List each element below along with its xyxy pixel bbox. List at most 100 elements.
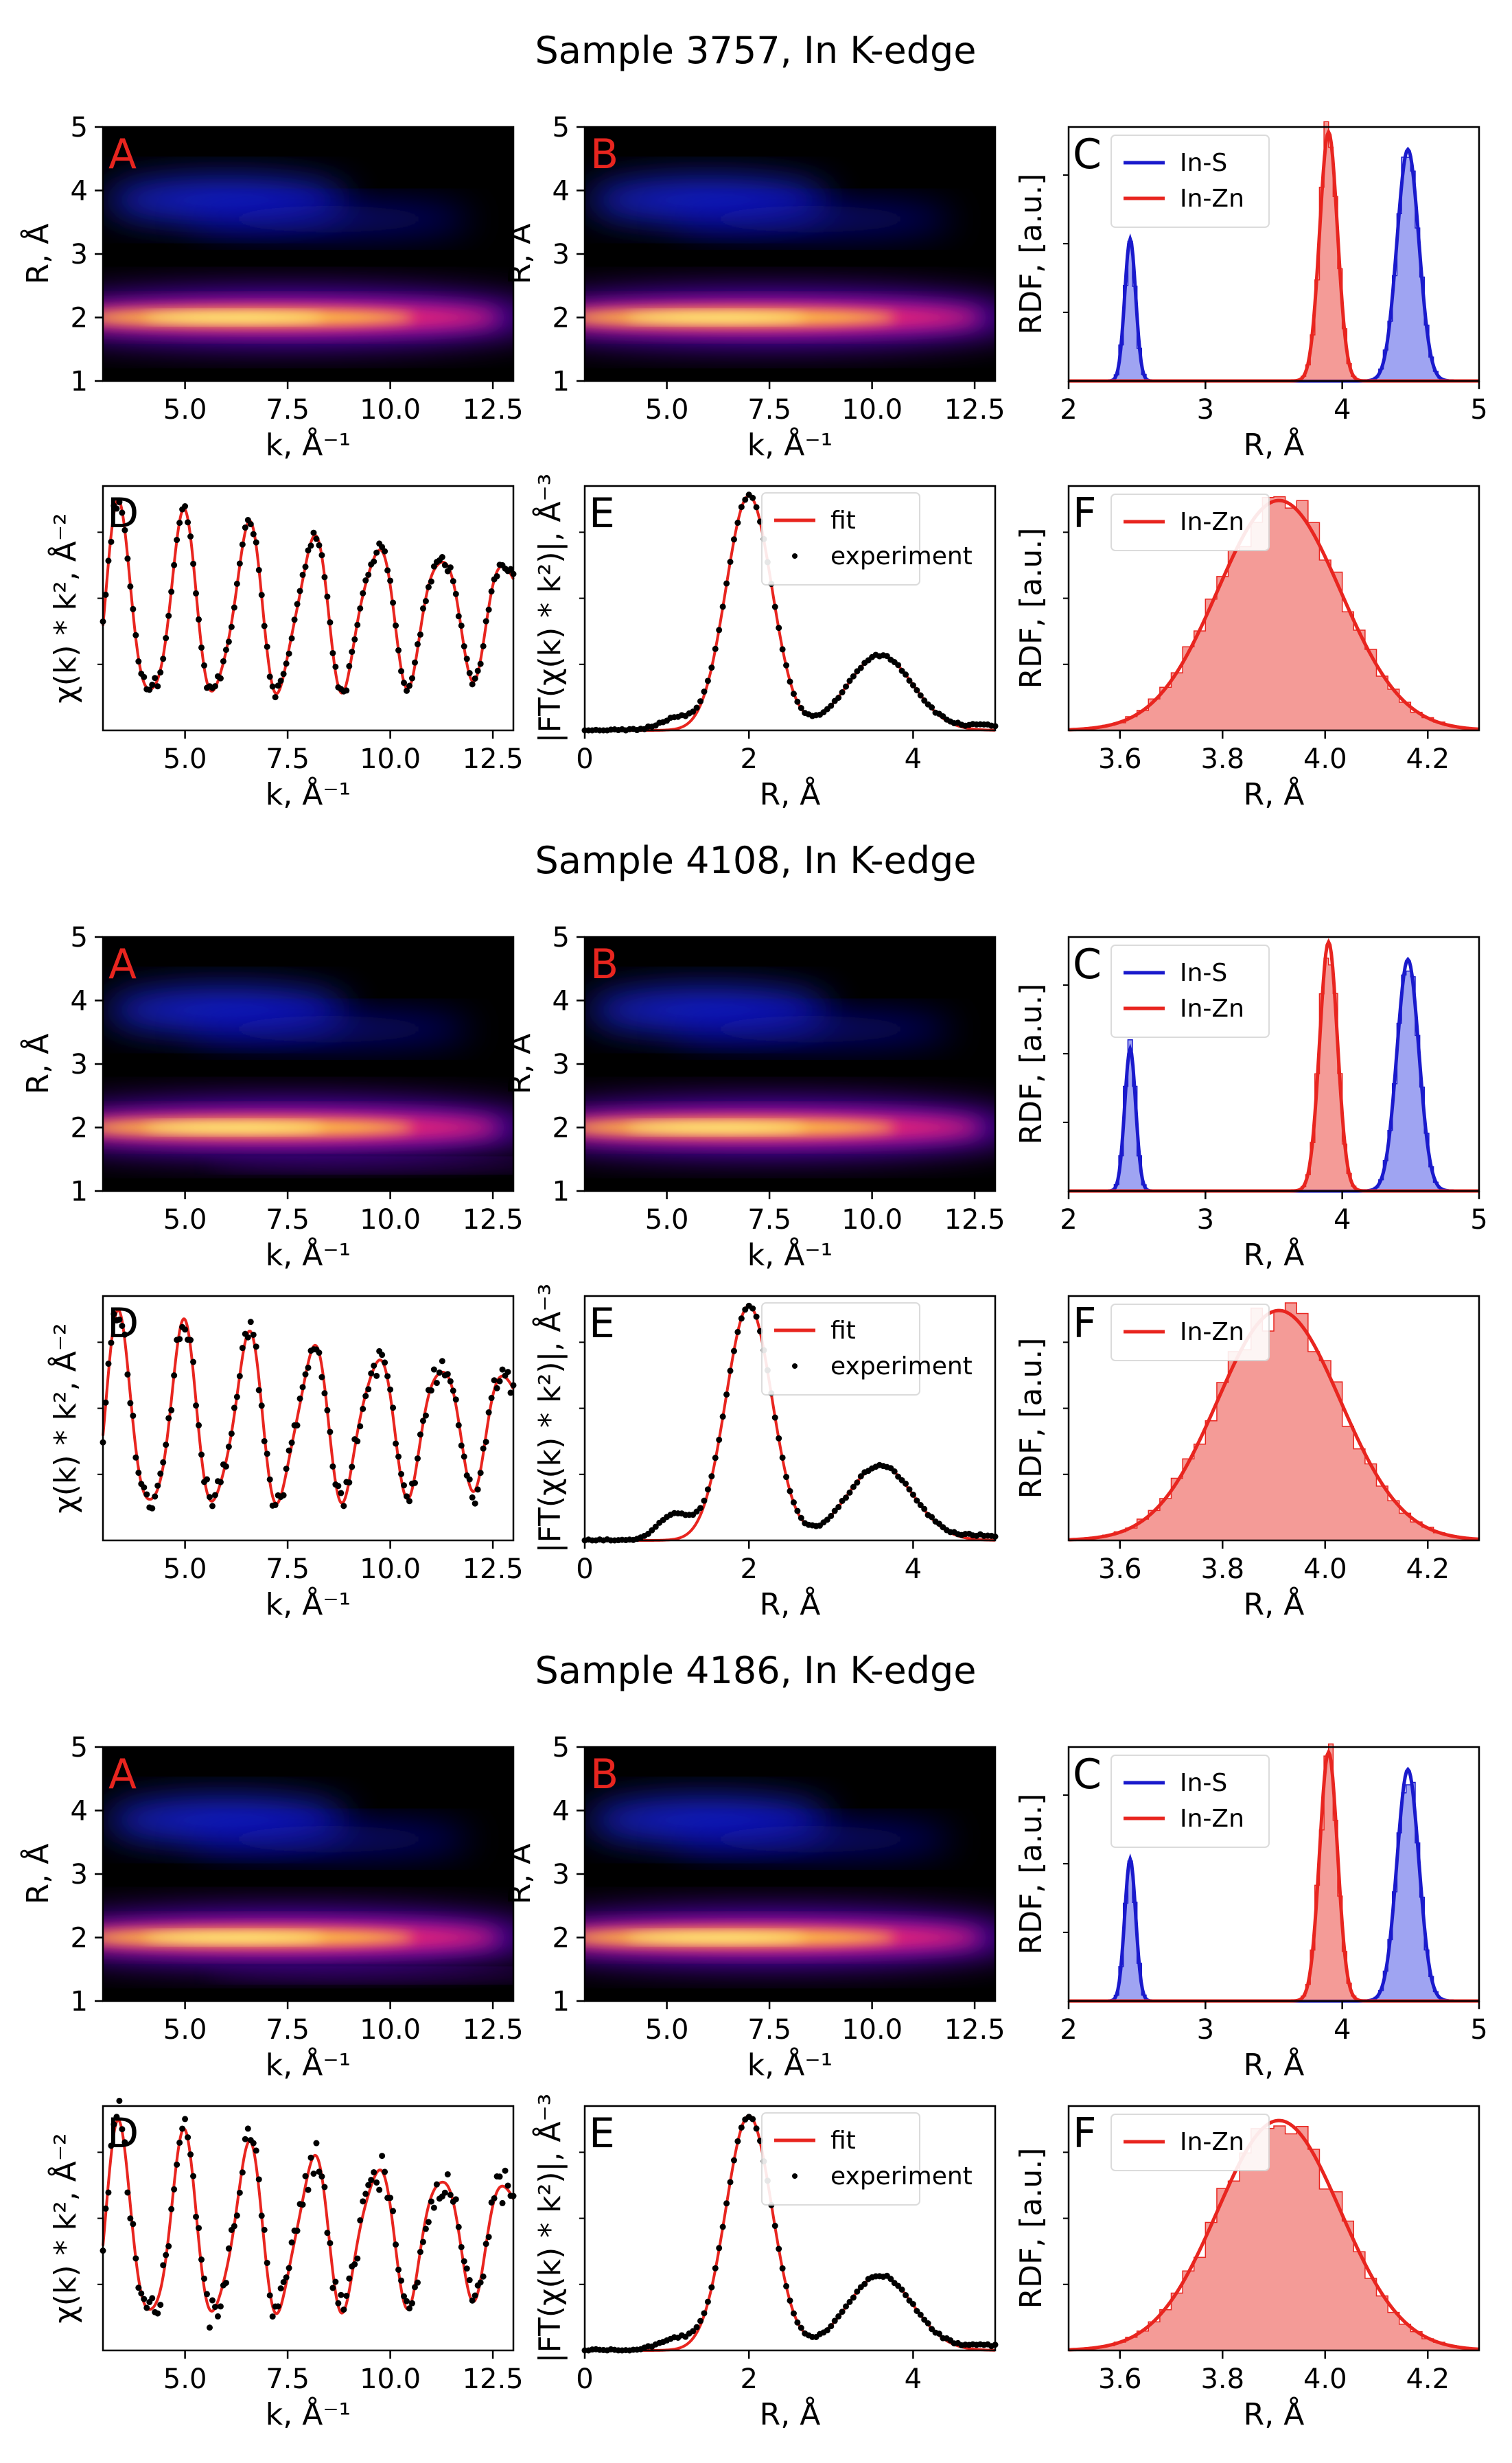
chi-experiment-point bbox=[338, 1490, 345, 1496]
heatmap-shell-1-peak bbox=[143, 1934, 325, 1941]
chi-experiment-point bbox=[310, 2171, 317, 2177]
ft-experiment-point bbox=[914, 1497, 920, 1504]
sample-row-4186: Sample 4186, In K-edge 5.0 7.5 10.0 12.5 1 2 3 4… bbox=[19, 1649, 1488, 2432]
y-axis-label: χ(k) * k², Å⁻² bbox=[47, 513, 83, 703]
chi-experiment-point bbox=[398, 668, 405, 675]
chi-experiment-point bbox=[324, 2230, 331, 2236]
chi-experiment-point bbox=[411, 659, 418, 666]
chi-experiment-point bbox=[154, 683, 161, 690]
ft-experiment-point bbox=[771, 603, 778, 610]
x-tick-label: 4 bbox=[1334, 2014, 1351, 2046]
chi-experiment-point bbox=[496, 1378, 503, 1385]
x-tick-label: 2 bbox=[1060, 2014, 1077, 2046]
ft-experiment-point bbox=[906, 677, 913, 684]
chi-experiment-point bbox=[132, 2255, 139, 2262]
ft-experiment-point bbox=[798, 704, 804, 711]
chi-experiment-point bbox=[165, 612, 172, 619]
x-tick-label: 12.5 bbox=[463, 743, 524, 775]
chi-experiment-point bbox=[168, 2206, 175, 2212]
chi-experiment-point bbox=[458, 2243, 465, 2250]
panel-letter: D bbox=[107, 1299, 139, 1348]
ft-experiment-point bbox=[701, 2310, 708, 2317]
chi-experiment-point bbox=[102, 1399, 109, 1406]
ft-experiment-point bbox=[898, 2286, 905, 2293]
chi-experiment-point bbox=[469, 681, 476, 688]
ft-experiment-point bbox=[730, 536, 737, 543]
y-axis-label: RDF, [a.u.] bbox=[1014, 528, 1049, 689]
heatmap bbox=[103, 1747, 513, 2001]
ft-experiment-point bbox=[697, 2317, 704, 2324]
x-axis-label: R, Å bbox=[760, 2396, 821, 2432]
chi-experiment-point bbox=[231, 2223, 237, 2230]
chi-experiment-point bbox=[452, 1396, 459, 1403]
chi-experiment-point bbox=[480, 2273, 487, 2280]
chi-experiment-point bbox=[346, 2275, 353, 2282]
x-tick-label: 12.5 bbox=[944, 1204, 1005, 1236]
ft-experiment-point bbox=[828, 1512, 835, 1519]
chi-experiment-point bbox=[217, 2303, 224, 2310]
x-tick-label: 7.5 bbox=[266, 394, 310, 426]
y-tick-label: 4 bbox=[71, 176, 88, 207]
ft-experiment-point bbox=[831, 1507, 838, 1514]
panel-letter: E bbox=[589, 1299, 615, 1348]
chi-experiment-point bbox=[368, 1370, 375, 1377]
y-axis-label: R, Å bbox=[501, 1034, 537, 1095]
y-tick-label: 5 bbox=[71, 922, 88, 953]
chi-experiment-point bbox=[382, 1359, 388, 1366]
chi-experiment-point bbox=[163, 635, 170, 642]
chi-experiment-point bbox=[340, 2306, 347, 2313]
ft-experiment-point bbox=[727, 2179, 734, 2186]
ft-experiment-point bbox=[828, 2323, 835, 2330]
chi-experiment-point bbox=[163, 2252, 170, 2258]
chi-experiment-point bbox=[382, 2169, 388, 2175]
panel-letter: E bbox=[589, 2109, 615, 2158]
chi-experiment-point bbox=[362, 2190, 369, 2197]
chi-experiment-point bbox=[269, 683, 276, 690]
chi-experiment-point bbox=[373, 549, 380, 556]
chi-experiment-point bbox=[404, 2298, 410, 2304]
chi-experiment-point bbox=[124, 555, 131, 562]
chi-experiment-point bbox=[463, 656, 470, 662]
panel-letter: C bbox=[1073, 940, 1102, 988]
ft-experiment-point bbox=[903, 1480, 909, 1487]
y-axis-label: |FT(χ(k) * k²)|, Å⁻³ bbox=[531, 474, 568, 743]
chi-experiment-point bbox=[327, 2240, 334, 2247]
x-axis-label: R, Å bbox=[1244, 2396, 1305, 2432]
chi-experiment-point bbox=[283, 660, 290, 667]
x-tick-label: 12.5 bbox=[463, 1204, 524, 1236]
chi-experiment-point bbox=[108, 538, 115, 545]
x-tick-label: 3.8 bbox=[1200, 2363, 1244, 2395]
legend-label: In-S bbox=[1180, 959, 1227, 987]
x-tick-label: 12.5 bbox=[944, 2014, 1005, 2046]
panel-letter: D bbox=[107, 489, 139, 537]
y-tick-label: 3 bbox=[553, 239, 570, 270]
chi-experiment-point bbox=[211, 683, 218, 690]
ft-experiment-point bbox=[708, 1473, 715, 1480]
ft-experiment-point bbox=[727, 1367, 734, 1374]
x-axis-label: k, Å⁻¹ bbox=[747, 426, 833, 463]
chi-experiment-point bbox=[220, 658, 226, 664]
chi-experiment-point bbox=[149, 1505, 156, 1512]
rdf-zoom-legend bbox=[1110, 2114, 1270, 2171]
ft-experiment-point bbox=[738, 2124, 745, 2131]
chi-experiment-point bbox=[283, 1466, 290, 1472]
y-tick-label: 2 bbox=[71, 1113, 88, 1144]
chi-experiment-point bbox=[105, 557, 112, 564]
chi-experiment-point bbox=[143, 2304, 150, 2311]
chi-experiment-point bbox=[360, 2198, 367, 2205]
sample-row-3757: Sample 3757, In K-edge 5.0 7.5 10.0 12.5 1 2 3 4… bbox=[19, 29, 1488, 812]
chi-experiment-point bbox=[244, 2125, 251, 2132]
chi-experiment-point bbox=[272, 1501, 279, 1508]
y-tick-label: 1 bbox=[71, 1176, 88, 1207]
x-tick-label: 7.5 bbox=[747, 394, 791, 426]
rdf-frame bbox=[1067, 1746, 1480, 2002]
ft-experiment-point bbox=[738, 504, 745, 511]
legend-label: fit bbox=[830, 1317, 856, 1345]
ft-experiment-point bbox=[738, 1315, 745, 1322]
chi-experiment-point bbox=[152, 675, 159, 682]
chi-experiment-point bbox=[132, 1454, 139, 1461]
rdf-legend bbox=[1110, 945, 1270, 1038]
x-tick-label: 0 bbox=[576, 743, 593, 775]
chi-experiment-point bbox=[272, 694, 279, 701]
x-tick-label: 7.5 bbox=[266, 743, 310, 775]
